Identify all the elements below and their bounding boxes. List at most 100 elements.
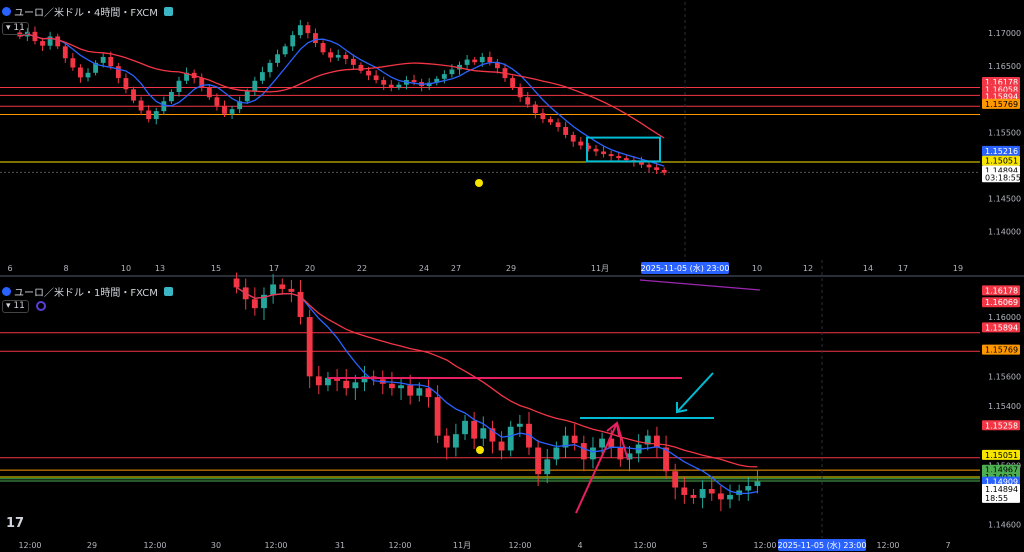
top-indicator-count: 11: [13, 23, 25, 33]
bottom-chart-title: ユーロ／米ドル・1時間・FXCM: [2, 284, 173, 299]
bottom-price-badge: [982, 285, 1020, 296]
top-x-tick-label: 29: [506, 264, 516, 273]
top-candle-body: [381, 80, 387, 85]
bottom-price-badge-label: 1.14909: [985, 478, 1018, 487]
bottom-cursor-date-label: 2025-11-05 (水) 23:00: [778, 540, 867, 550]
top-candle-body: [343, 54, 349, 59]
top-price-badge: [982, 145, 1020, 156]
top-x-tick-label: 13: [155, 264, 165, 273]
top-x-tick-label: 15: [211, 264, 221, 273]
top-x-tick-label: 24: [419, 264, 429, 273]
bottom-price-badge: [982, 297, 1020, 308]
bottom-candle-body: [580, 443, 587, 460]
top-candle-body: [320, 43, 326, 53]
bottom-candle-body: [745, 486, 752, 491]
tradingview-logo-icon: 17: [6, 516, 25, 531]
top-candle-body: [184, 72, 190, 81]
bottom-indicator-toggle[interactable]: ▾ 11: [2, 300, 29, 313]
bottom-x-tick-label: 7: [945, 541, 950, 550]
top-chart-title: ユーロ／米ドル・4時間・FXCM: [2, 4, 173, 19]
bottom-x-tick-label: 29: [87, 541, 97, 550]
bottom-title-text: ユーロ／米ドル・1時間・FXCM: [14, 288, 158, 299]
top-price-badge-label: 1.16058: [985, 85, 1018, 94]
bottom-x-tick-label: 31: [335, 541, 345, 550]
top-price-badge-label: 03:18:55: [985, 173, 1021, 182]
top-candle-body: [214, 97, 220, 106]
bottom-y-tick-label: 1.14600: [988, 521, 1021, 530]
top-candle-body: [335, 54, 341, 58]
top-candle-body: [78, 67, 83, 78]
top-candle-body: [40, 41, 45, 46]
bottom-price-badge-label: 1.16178: [985, 286, 1018, 295]
bottom-price-badge: [982, 484, 1020, 495]
bottom-candle-body: [443, 435, 450, 448]
bottom-candle-body: [736, 490, 743, 495]
top-x-tick-label: 11月: [591, 264, 609, 273]
top-cursor-date-badge: [641, 262, 729, 274]
bottom-x-tick-label: 12:00: [388, 541, 411, 550]
top-x-tick-label: 10: [121, 264, 131, 273]
bottom-candle-body: [343, 380, 350, 389]
top-candle-body: [55, 36, 61, 47]
bottom-candle-body: [553, 447, 560, 460]
top-candle-body: [510, 78, 516, 88]
bottom-candle-body: [297, 291, 304, 318]
bottom-candle-body: [434, 397, 441, 436]
top-candle-body: [100, 56, 106, 63]
bottom-ma-slow-line: [236, 286, 758, 468]
top-candle-body: [661, 169, 667, 173]
bottom-candle-body: [270, 284, 277, 295]
top-x-tick-label: 17: [269, 264, 279, 273]
top-y-tick-label: 1.15500: [988, 128, 1021, 137]
bottom-candle-body: [416, 388, 423, 396]
bottom-pink-arrow-tail: [616, 422, 629, 461]
top-candle-body: [85, 72, 91, 78]
top-candle-body: [244, 91, 250, 102]
bottom-candle-body: [325, 377, 331, 386]
top-candle-body: [411, 80, 417, 83]
bottom-candle-body: [617, 447, 624, 460]
bottom-x-tick-label: 11月: [453, 541, 471, 550]
top-x-tick-label: 20: [305, 264, 315, 273]
top-candle-body: [47, 36, 53, 46]
bottom-price-badge-label: 1.15894: [985, 323, 1018, 332]
top-candle-body: [199, 78, 205, 88]
bottom-cyan-arrowhead: [676, 402, 688, 414]
top-ma-slow-line: [19, 33, 665, 139]
top-candle-body: [70, 58, 76, 68]
top-y-tick-label: 1.14500: [988, 194, 1021, 203]
top-y-tick-label: 1.16500: [988, 62, 1021, 71]
bottom-price-badge-label: 1.14894: [985, 485, 1018, 494]
bottom-candle-body: [727, 494, 733, 500]
top-candle-body: [464, 59, 470, 65]
bottom-price-badge: [982, 492, 1020, 503]
bottom-candle-body: [535, 447, 542, 475]
bottom-pink-arrow: [575, 422, 618, 514]
top-candle-body: [168, 91, 174, 102]
top-candle-body: [608, 154, 614, 157]
top-candle-body: [93, 62, 99, 73]
bottom-candle-body: [672, 471, 679, 488]
symbol-icon: [2, 7, 11, 16]
top-candle-body: [115, 66, 121, 79]
top-candle-body: [305, 25, 311, 34]
indicator-settings-icon[interactable]: [36, 301, 46, 311]
bottom-candle-body: [562, 435, 569, 448]
bottom-ma-fast-line: [236, 286, 758, 495]
top-candle-body: [146, 110, 152, 120]
top-candle-body: [388, 84, 394, 88]
top-candle-body: [494, 62, 500, 69]
bottom-candle-body: [708, 489, 715, 494]
bottom-candle-body: [361, 376, 368, 383]
top-indicator-toggle[interactable]: ▾ 11: [2, 22, 29, 35]
bottom-y-tick-label: 1.15400: [988, 402, 1021, 411]
top-price-badge-label: 1.14894: [985, 167, 1018, 176]
bottom-price-badge-label: 1.14967: [985, 466, 1018, 475]
top-candle-body: [176, 80, 182, 92]
bottom-candle-body: [653, 435, 660, 448]
top-candle-body: [350, 58, 356, 65]
bottom-price-badge-label: 1.15258: [985, 421, 1018, 430]
bottom-y-tick-label: 1.15600: [988, 372, 1021, 381]
bottom-candle-body: [288, 288, 295, 292]
